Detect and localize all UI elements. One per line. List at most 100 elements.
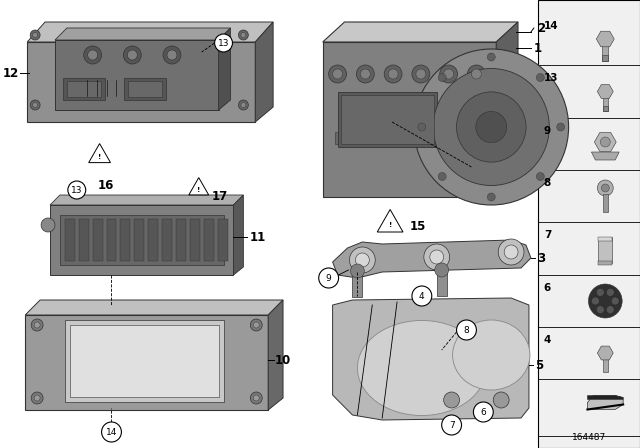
Text: 1: 1 [534,42,542,55]
Bar [106,219,116,261]
Bar [65,219,75,261]
Bar [65,320,223,402]
Polygon shape [596,31,614,47]
Circle shape [412,65,430,83]
Bar [70,325,219,397]
Bar [602,43,608,61]
Text: 3: 3 [537,251,545,264]
Text: 164487: 164487 [572,433,606,442]
Bar [337,92,436,147]
Bar [378,132,394,144]
Circle shape [444,392,460,408]
Polygon shape [89,143,111,163]
Text: 6: 6 [481,408,486,417]
Circle shape [124,46,141,64]
Bar [353,271,362,297]
Text: 11: 11 [250,231,266,244]
Circle shape [611,297,619,305]
Circle shape [557,123,564,131]
Circle shape [602,184,609,192]
Text: 14: 14 [106,427,117,436]
Bar [93,219,102,261]
Text: 9: 9 [544,126,551,136]
Text: 15: 15 [410,220,426,233]
Bar [538,0,640,448]
Polygon shape [588,396,623,400]
Circle shape [418,123,426,131]
Polygon shape [333,240,531,278]
Polygon shape [55,40,219,110]
Polygon shape [377,210,403,232]
Bar [356,132,372,144]
Circle shape [487,53,495,61]
Bar [63,78,104,100]
Polygon shape [588,396,623,409]
Polygon shape [55,28,230,40]
Polygon shape [28,42,255,122]
Circle shape [536,73,544,82]
Text: 14: 14 [544,21,559,31]
Bar [422,132,438,144]
Bar [162,219,172,261]
Text: 17: 17 [212,190,228,202]
Circle shape [34,322,40,328]
Bar [129,81,162,97]
Bar [603,105,608,111]
Bar [603,194,608,212]
Text: 12: 12 [3,66,19,79]
Circle shape [167,50,177,60]
Circle shape [239,30,248,40]
Bar [602,55,608,61]
Circle shape [319,268,339,288]
Bar [465,132,481,144]
Circle shape [33,103,38,108]
Polygon shape [597,85,613,99]
Bar [400,132,416,144]
Bar [598,237,612,263]
Circle shape [41,218,55,232]
Circle shape [456,92,526,162]
Text: 4: 4 [544,335,551,345]
Polygon shape [189,177,209,195]
Circle shape [456,320,476,340]
Text: !: ! [197,187,200,193]
Bar [603,356,608,372]
Bar [340,95,434,144]
Circle shape [329,65,346,83]
Bar [218,219,227,261]
Polygon shape [597,346,613,360]
Circle shape [444,69,454,79]
Circle shape [467,65,485,83]
Text: 7: 7 [544,230,551,240]
Circle shape [127,50,137,60]
Circle shape [88,50,98,60]
Circle shape [253,395,259,401]
Polygon shape [323,42,496,197]
Circle shape [30,100,40,110]
Text: !: ! [388,222,392,228]
Circle shape [600,137,611,147]
Polygon shape [50,205,234,275]
Circle shape [536,172,544,181]
Polygon shape [50,195,243,205]
Bar [79,219,89,261]
Circle shape [596,289,604,296]
Circle shape [333,69,342,79]
Polygon shape [323,22,518,42]
Bar [134,219,144,261]
Circle shape [606,289,614,296]
Circle shape [440,65,458,83]
Circle shape [597,180,613,196]
Circle shape [435,263,449,277]
Circle shape [356,65,374,83]
Text: 6: 6 [544,283,551,293]
Circle shape [360,69,371,79]
Polygon shape [598,237,612,241]
Circle shape [241,33,246,38]
Circle shape [253,322,259,328]
Circle shape [351,264,364,278]
Circle shape [355,253,369,267]
Circle shape [84,46,102,64]
Circle shape [388,69,398,79]
Text: 5: 5 [535,358,543,371]
